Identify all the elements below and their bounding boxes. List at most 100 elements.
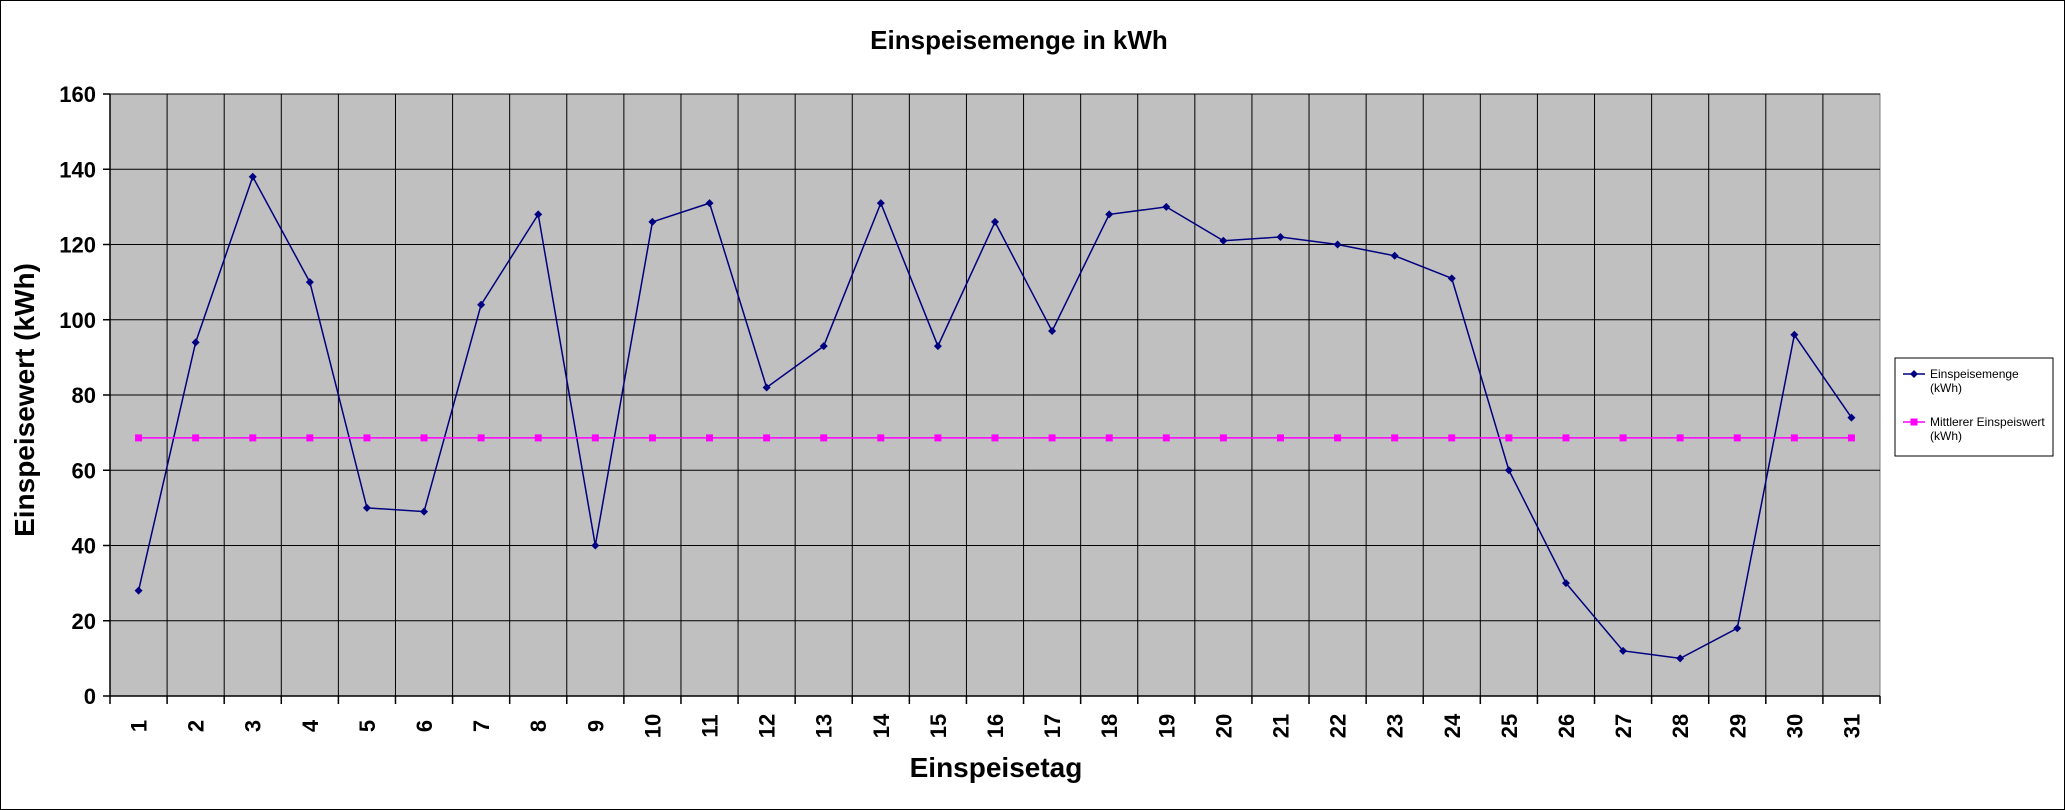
data-point [305, 278, 314, 287]
data-point [1105, 434, 1113, 442]
x-tick-label: 22 [1326, 714, 1351, 738]
x-tick-label: 2 [184, 720, 209, 732]
x-tick-label: 12 [755, 714, 780, 738]
data-point [306, 434, 314, 442]
chart-title: Einspeisemenge in kWh [870, 25, 1168, 55]
data-point [991, 217, 999, 226]
data-point [1391, 434, 1399, 442]
data-point [591, 434, 599, 442]
y-tick-label: 40 [72, 534, 96, 559]
data-point [134, 586, 143, 595]
data-point [249, 434, 257, 442]
data-point [1790, 330, 1799, 339]
data-point [1162, 434, 1170, 442]
y-tick-label: 20 [72, 609, 96, 634]
data-point [934, 434, 942, 442]
x-tick-label: 10 [640, 714, 665, 738]
legend-marker [1910, 418, 1918, 426]
data-point [135, 434, 143, 442]
x-tick-label: 5 [355, 720, 380, 732]
x-tick-label: 9 [583, 720, 608, 732]
data-point [191, 338, 200, 347]
y-tick-label: 80 [72, 383, 96, 408]
x-tick-label: 26 [1554, 714, 1579, 738]
x-axis-title: Einspeisetag [910, 752, 1083, 783]
data-point [933, 342, 942, 351]
data-point [820, 434, 828, 442]
x-tick-label: 6 [412, 720, 437, 732]
x-tick-label: 17 [1040, 714, 1065, 738]
legend-label: Einspeisemenge [1930, 367, 2019, 381]
data-point [192, 434, 200, 442]
y-tick-label: 160 [59, 82, 96, 107]
data-point [876, 199, 885, 208]
x-tick-label: 23 [1383, 714, 1408, 738]
data-point [1847, 413, 1856, 422]
y-tick-label: 60 [72, 458, 96, 483]
data-point [534, 210, 543, 219]
data-point [1048, 327, 1057, 336]
data-point [477, 434, 485, 442]
data-point [248, 172, 257, 181]
x-tick-label: 21 [1268, 714, 1293, 738]
data-point [1390, 251, 1399, 260]
data-point [477, 300, 486, 309]
x-tick-label: 11 [698, 714, 723, 737]
y-tick-label: 140 [59, 157, 96, 182]
data-point [763, 434, 771, 442]
data-point [1504, 466, 1513, 475]
data-point [1847, 434, 1855, 442]
x-tick-label: 30 [1782, 714, 1807, 738]
legend-marker [1910, 370, 1918, 378]
x-tick-label: 3 [241, 720, 266, 732]
x-tick-label: 4 [298, 719, 323, 732]
data-point [1334, 434, 1342, 442]
data-point [648, 217, 657, 226]
y-axis-ticks: 0 20 40 60 80 100 120 140 160 [59, 82, 110, 709]
data-point [1733, 434, 1741, 442]
data-point [1448, 434, 1456, 442]
data-point [591, 541, 600, 550]
x-tick-label: 24 [1440, 713, 1465, 738]
x-tick-label: 16 [983, 714, 1008, 738]
data-point [1505, 434, 1513, 442]
x-tick-label: 8 [526, 720, 551, 732]
x-tick-label: 28 [1668, 714, 1693, 738]
x-tick-label: 14 [869, 713, 894, 738]
data-point [1162, 202, 1171, 211]
data-point [1276, 434, 1284, 442]
data-point [1105, 210, 1114, 219]
grid-lines [110, 93, 1880, 696]
x-tick-label: 27 [1611, 714, 1636, 738]
data-point [1676, 434, 1684, 442]
legend-label: (kWh) [1930, 381, 1962, 395]
x-tick-label: 1 [127, 720, 152, 732]
data-point [705, 199, 714, 208]
data-point [420, 434, 428, 442]
data-point [648, 434, 656, 442]
x-tick-label: 13 [812, 714, 837, 738]
data-point [1562, 434, 1570, 442]
legend: Einspeisemenge(kWh) Mittlerer Einspeiswer… [1894, 357, 2054, 457]
y-tick-label: 120 [59, 233, 96, 258]
data-point [1561, 579, 1570, 588]
data-point [1048, 434, 1056, 442]
data-point [1733, 624, 1742, 633]
x-tick-label: 19 [1154, 714, 1179, 738]
x-tick-label: 31 [1839, 714, 1864, 738]
data-point [1619, 646, 1628, 655]
legend-label: Mittlerer Einspeiswert [1930, 415, 2045, 429]
y-tick-label: 0 [84, 684, 96, 709]
data-point [877, 434, 885, 442]
data-point [706, 434, 714, 442]
data-point [1219, 434, 1227, 442]
y-axis-title: Einspeisewert (kWh) [9, 263, 40, 537]
data-point [420, 507, 429, 516]
data-point [991, 434, 999, 442]
data-point [1447, 274, 1456, 283]
x-tick-label: 7 [469, 720, 494, 732]
data-point [534, 434, 542, 442]
data-point [762, 383, 771, 392]
x-tick-label: 25 [1497, 714, 1522, 738]
